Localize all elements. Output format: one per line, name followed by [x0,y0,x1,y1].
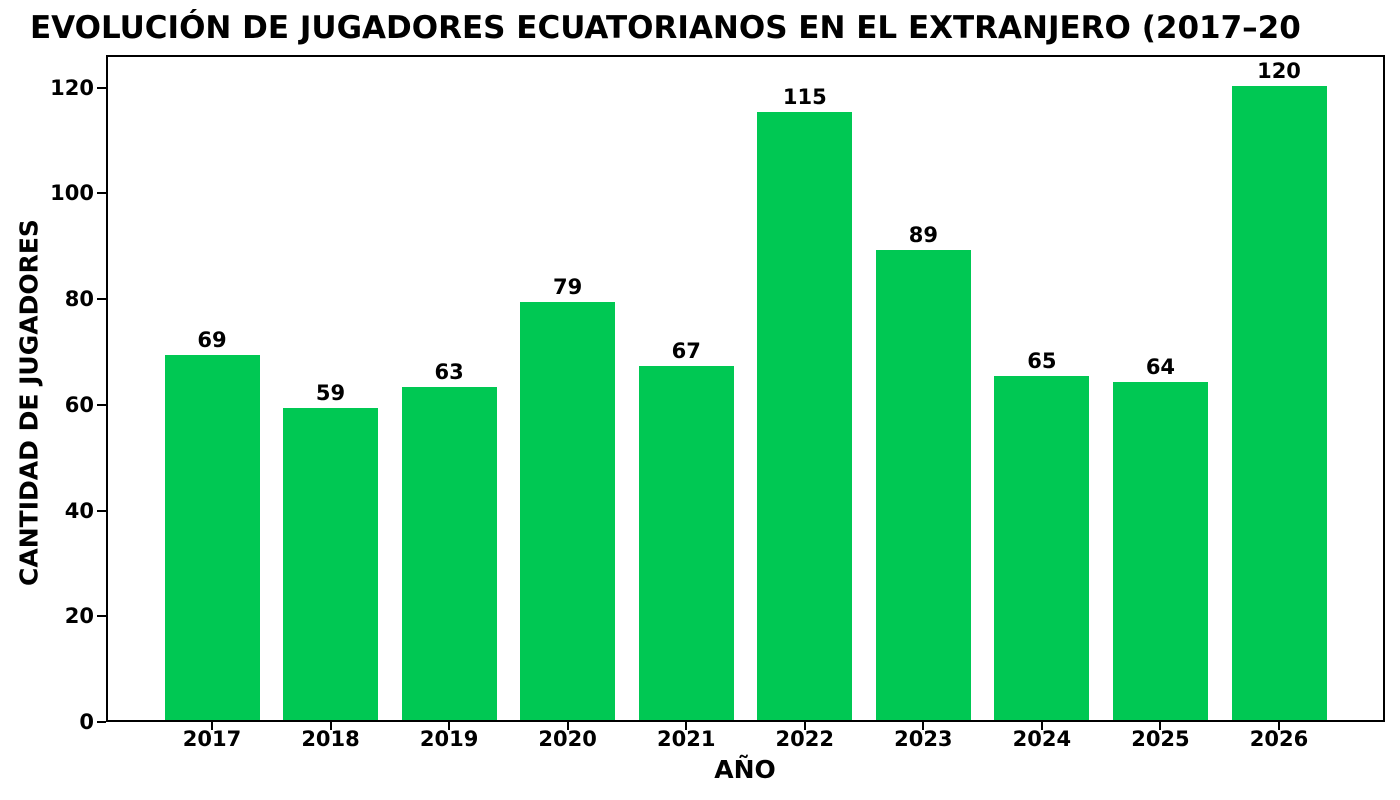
y-tick-mark [97,298,106,301]
bar-value-label: 67 [671,338,701,363]
bar-value-label: 63 [434,360,464,385]
bar-2019 [401,387,497,720]
bar-value-label: 69 [197,328,227,353]
bar-2024 [994,376,1090,720]
x-tick-label: 2023 [894,727,953,751]
y-tick-mark [97,721,106,723]
x-tick-label: 2020 [538,727,597,751]
bar-value-label: 79 [553,275,583,300]
y-tick-label: 120 [50,75,94,100]
x-tick-mark [922,722,925,730]
x-tick-mark [803,722,806,730]
x-tick-label: 2025 [1131,727,1190,751]
x-axis-label: AÑO [714,755,776,784]
y-tick-mark [97,192,106,195]
bar-value-label: 59 [315,381,346,406]
x-tick-mark [211,722,213,730]
bar-value-label: 120 [1257,58,1301,83]
x-tick-mark [1040,722,1043,730]
bar-2020 [520,302,616,720]
y-tick-mark [97,86,106,89]
x-tick-mark [566,722,569,730]
y-tick-label: 40 [64,498,94,523]
bar-value-label: 89 [908,222,938,247]
bar-value-label: 65 [1027,349,1057,374]
y-tick-label: 80 [64,287,94,312]
y-tick-mark [97,509,106,512]
bar-value-label: 64 [1145,354,1176,379]
y-tick-mark [97,615,106,618]
plot-area [106,55,1385,722]
x-tick-label: 2021 [656,727,716,751]
bar-2021 [638,365,734,720]
x-tick-label: 2026 [1249,727,1309,751]
bar-2017 [164,355,260,720]
bar-2023 [875,249,971,720]
x-tick-label: 2017 [182,727,242,751]
y-tick-label: 0 [79,710,94,734]
y-tick-mark [97,403,106,406]
x-tick-mark [448,722,451,730]
x-tick-mark [685,722,688,730]
x-tick-mark [329,722,332,730]
y-tick-label: 20 [64,604,94,629]
x-tick-label: 2019 [419,727,479,751]
x-tick-label: 2022 [775,727,834,751]
chart-title: EVOLUCIÓN DE JUGADORES ECUATORIANOS EN E… [30,10,1301,46]
bar-2022 [757,112,853,720]
bar-2026 [1231,85,1327,720]
x-tick-mark [1278,722,1280,730]
y-tick-label: 60 [64,392,94,417]
bar-value-label: 115 [782,85,827,110]
y-tick-label: 100 [50,181,94,206]
x-tick-label: 2024 [1012,727,1072,751]
x-tick-mark [1159,722,1162,730]
bar-2018 [283,408,379,720]
bar-2025 [1112,381,1208,720]
x-tick-label: 2018 [301,727,360,751]
